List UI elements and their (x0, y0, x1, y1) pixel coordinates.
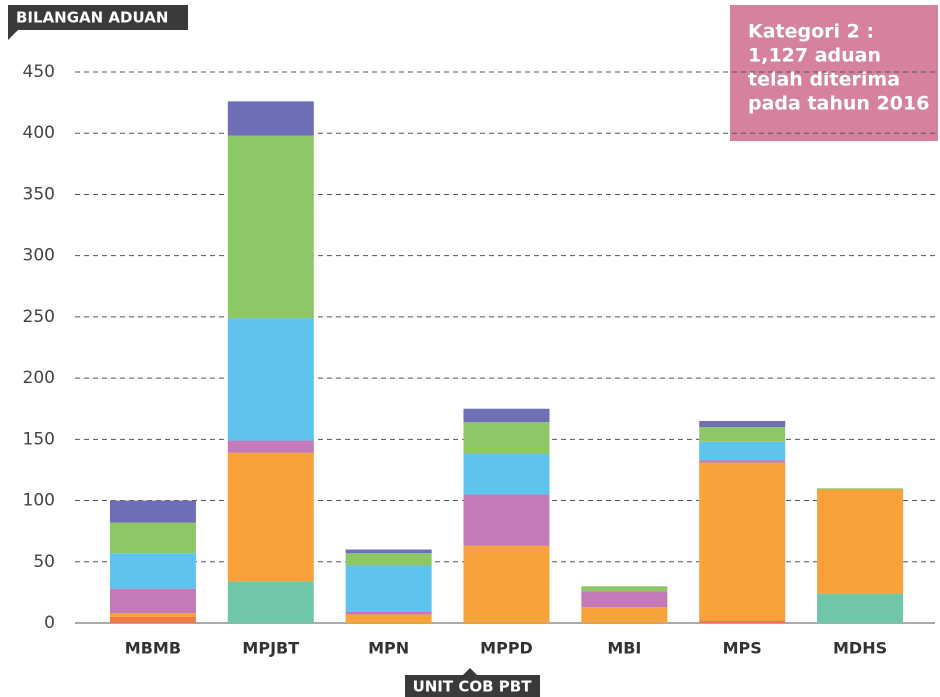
bar-segment (109, 588, 196, 614)
annotation-line: pada tahun 2016 (748, 93, 929, 115)
bar-segment (227, 135, 314, 319)
bar-segment (109, 613, 196, 617)
bar-segment (699, 462, 786, 621)
bar-segment (345, 611, 432, 615)
bar-segment (817, 488, 904, 490)
x-tick-label: MDHS (833, 639, 887, 658)
annotation-line: telah diterima (748, 69, 900, 91)
bar-segment (699, 420, 786, 428)
y-axis-label-box (8, 5, 188, 40)
bar-segment (463, 454, 550, 495)
x-tick-label: MPJBT (242, 639, 299, 658)
bar-segment (227, 318, 314, 441)
bar-segment (345, 553, 432, 566)
y-tick-label: 0 (44, 613, 55, 633)
x-tick-label: MPPD (480, 639, 533, 658)
y-axis-label: BILANGAN ADUAN (16, 9, 168, 27)
y-tick-label: 50 (33, 552, 55, 572)
bar-segment (345, 549, 432, 554)
x-tick-label: MPN (368, 639, 409, 658)
y-tick-label: 100 (23, 491, 55, 511)
y-tick-label: 450 (23, 62, 55, 82)
bar-segment (581, 607, 668, 623)
bar-segment (463, 422, 550, 455)
x-axis-label: UNIT COB PBT (413, 678, 533, 696)
bar-segment (109, 500, 196, 523)
bar-segment (109, 616, 196, 623)
bar-segment (227, 101, 314, 136)
bar-segment (581, 591, 668, 608)
y-tick-label: 300 (23, 246, 55, 266)
bar-segment (227, 440, 314, 453)
bar-segment (463, 494, 550, 546)
bar-segment (345, 614, 432, 623)
bar-segment (463, 545, 550, 623)
pointer (463, 668, 477, 675)
bar-segment (699, 441, 786, 461)
bar-segment (699, 460, 786, 463)
x-axis-label-box (405, 675, 540, 697)
y-tick-label: 250 (23, 307, 55, 327)
y-tick-label: 350 (23, 184, 55, 204)
bar-segment (463, 408, 550, 423)
x-tick-label: MBI (607, 639, 641, 658)
bar-segment (699, 620, 786, 623)
bar-segment (699, 427, 786, 442)
bar-segment (581, 586, 668, 592)
annotation-box (730, 5, 938, 141)
bar-segment (227, 452, 314, 582)
x-tick-label: MBMB (125, 639, 181, 658)
bar-segment (817, 489, 904, 594)
y-tick-label: 200 (23, 368, 55, 388)
y-tick-label: 400 (23, 123, 55, 143)
annotation-line: 1,127 aduan (748, 45, 881, 67)
bar-segment (817, 593, 904, 623)
x-tick-label: MPS (723, 639, 762, 658)
bar-segment (227, 581, 314, 623)
annotation-line: Kategori 2 : (748, 21, 874, 43)
bar-segment (109, 553, 196, 589)
y-tick-label: 150 (23, 429, 55, 449)
bar-segment (345, 565, 432, 612)
bar-segment (109, 522, 196, 554)
